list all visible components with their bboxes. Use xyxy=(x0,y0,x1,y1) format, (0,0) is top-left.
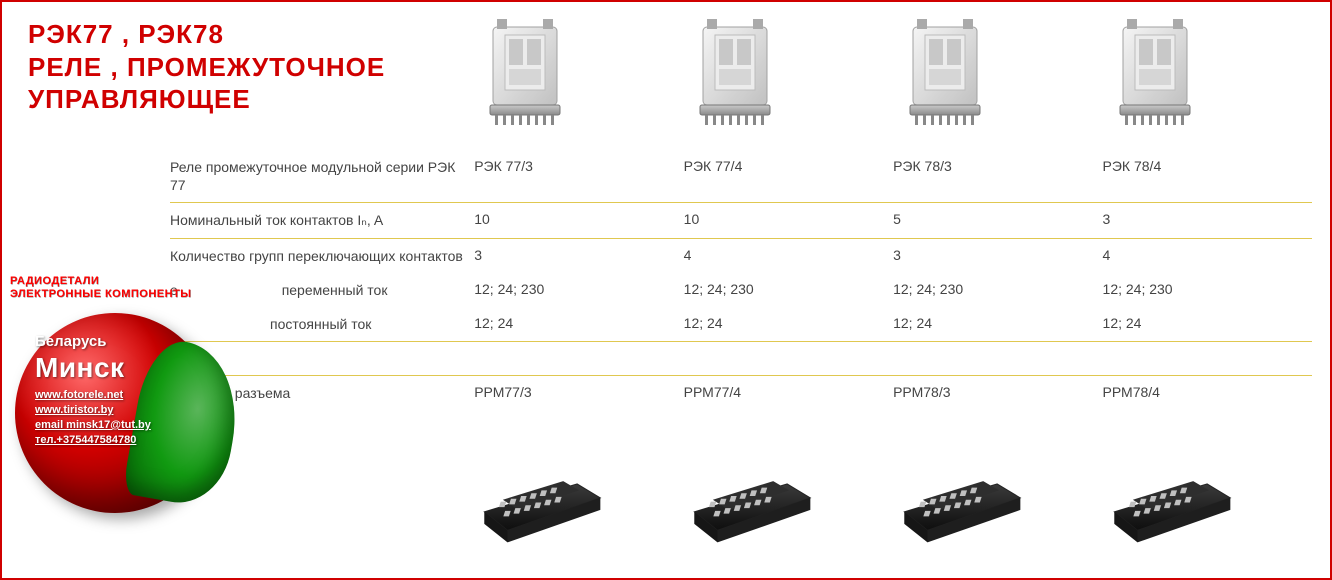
table-row: постоянный ток 12; 24 12; 24 12; 24 12; … xyxy=(170,307,1312,341)
cell: 4 xyxy=(684,247,893,263)
socket-image-2 xyxy=(685,460,895,550)
badge-heading-1: РАДИОДЕТАЛИ xyxy=(0,275,260,288)
relay-image-4 xyxy=(1105,15,1315,140)
table-row: иняемого разъема РРМ77/3 РРМ77/4 РРМ78/3… xyxy=(170,375,1312,410)
table-row: Количество групп переключающих контактов… xyxy=(170,238,1312,273)
cell: 3 xyxy=(1103,211,1312,227)
relay-image-2 xyxy=(685,15,895,140)
cell: 12; 24 xyxy=(474,315,683,331)
cell: РЭК 78/3 xyxy=(893,158,1102,174)
cell: РЭК 77/3 xyxy=(474,158,683,174)
cell: 10 xyxy=(474,211,683,227)
cell: 12; 24 xyxy=(893,315,1102,331)
relay-icon xyxy=(685,15,785,135)
badge-heading-2: ЭЛЕКТРОННЫЕ КОМПОНЕНТЫ xyxy=(0,288,260,301)
cell: 3 xyxy=(474,247,683,263)
cell: РРМ78/3 xyxy=(893,384,1102,400)
title-line-1: РЭК77 , РЭК78 xyxy=(28,18,385,51)
socket-icon xyxy=(895,460,1025,545)
cell: 12; 24 xyxy=(1103,315,1312,331)
cell: РЭК 77/4 xyxy=(684,158,893,174)
badge-site-1: www.fotorele.net xyxy=(35,388,230,403)
cell: 12; 24; 230 xyxy=(1103,281,1312,297)
page-title: РЭК77 , РЭК78 РЕЛЕ , ПРОМЕЖУТОЧНОЕ УПРАВ… xyxy=(28,18,385,116)
cell: 12; 24; 230 xyxy=(684,281,893,297)
vendor-badge: РАДИОДЕТАЛИ ЭЛЕКТРОННЫЕ КОМПОНЕНТЫ Белар… xyxy=(0,275,260,523)
cell: РРМ77/3 xyxy=(474,384,683,400)
socket-icon xyxy=(1105,460,1235,545)
relay-images-row xyxy=(475,15,1315,140)
badge-email: email minsk17@tut.by xyxy=(35,418,230,433)
socket-icon xyxy=(475,460,605,545)
table-row: Uc, В xyxy=(170,341,1312,375)
socket-image-1 xyxy=(475,460,685,550)
cell: РЭК 78/4 xyxy=(1103,158,1312,174)
cell: 12; 24 xyxy=(684,315,893,331)
badge-city: Минск xyxy=(35,352,230,384)
relay-image-3 xyxy=(895,15,1105,140)
cell: 4 xyxy=(1103,247,1312,263)
row-label: Количество групп переключающих контактов xyxy=(170,247,474,265)
spec-table: Реле промежуточное модульной серии РЭК 7… xyxy=(170,150,1312,410)
badge-sphere: Беларусь Минск www.fotorele.net www.tiri… xyxy=(10,303,230,523)
relay-image-1 xyxy=(475,15,685,140)
badge-site-2: www.tiristor.by xyxy=(35,403,230,418)
cell: 3 xyxy=(893,247,1102,263)
relay-icon xyxy=(1105,15,1205,135)
cell: 5 xyxy=(893,211,1102,227)
table-row: Номинальный ток контактов Iₙ, A 10 10 5 … xyxy=(170,202,1312,237)
cell: РРМ78/4 xyxy=(1103,384,1312,400)
title-line-3: УПРАВЛЯЮЩЕЕ xyxy=(28,83,385,116)
row-label: Номинальный ток контактов Iₙ, A xyxy=(170,211,474,229)
socket-image-3 xyxy=(895,460,1105,550)
cell: 10 xyxy=(684,211,893,227)
badge-country: Беларусь xyxy=(35,333,230,350)
socket-images-row xyxy=(475,460,1315,550)
table-row: Реле промежуточное модульной серии РЭК 7… xyxy=(170,150,1312,202)
cell: РРМ77/4 xyxy=(684,384,893,400)
table-row: е переменный ток 12; 24; 230 12; 24; 230… xyxy=(170,273,1312,307)
cell: 12; 24; 230 xyxy=(474,281,683,297)
relay-icon xyxy=(475,15,575,135)
relay-icon xyxy=(895,15,995,135)
socket-image-4 xyxy=(1105,460,1315,550)
cell: 12; 24; 230 xyxy=(893,281,1102,297)
socket-icon xyxy=(685,460,815,545)
row-label: Реле промежуточное модульной серии РЭК 7… xyxy=(170,158,474,194)
badge-phone: тел.+375447584780 xyxy=(35,433,230,448)
title-line-2: РЕЛЕ , ПРОМЕЖУТОЧНОЕ xyxy=(28,51,385,84)
badge-labels: Беларусь Минск www.fotorele.net www.tiri… xyxy=(35,333,230,447)
